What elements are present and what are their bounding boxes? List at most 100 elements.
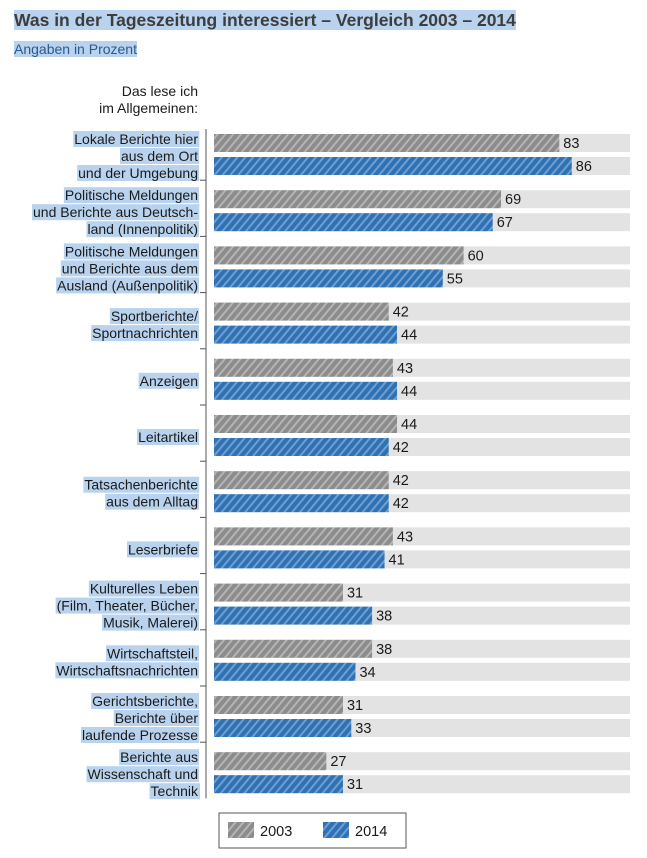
category-label-highlight bbox=[109, 308, 200, 325]
category-label-highlight bbox=[55, 662, 199, 679]
category-label-highlight bbox=[119, 749, 199, 766]
data-label-2014: 31 bbox=[347, 777, 363, 793]
column-header-line-1: Das lese ich bbox=[121, 83, 198, 99]
data-label-2003: 31 bbox=[347, 698, 363, 714]
category-label: Kulturelles Leben bbox=[90, 581, 198, 597]
data-label-2014: 42 bbox=[393, 440, 409, 456]
category-label: Wissenschaft und bbox=[88, 766, 199, 782]
bar-2003 bbox=[214, 134, 560, 152]
bars-layer bbox=[214, 134, 630, 794]
data-label-2014: 38 bbox=[376, 609, 392, 625]
axis-layer bbox=[200, 129, 207, 799]
data-label-2003: 27 bbox=[330, 754, 346, 770]
bar-2003 bbox=[214, 527, 393, 546]
bar-2003 bbox=[214, 246, 464, 265]
bar-2014 bbox=[214, 325, 398, 344]
category-label: Technik bbox=[151, 783, 199, 799]
category-label: land (Innenpolitik) bbox=[87, 221, 198, 237]
bar-2014 bbox=[214, 157, 572, 175]
category-label: aus dem Alltag bbox=[106, 494, 198, 510]
bar-2014 bbox=[214, 606, 373, 625]
category-label-highlight bbox=[63, 243, 199, 260]
category-label: Tatsachenberichte bbox=[84, 477, 198, 493]
category-label: und Berichte aus dem bbox=[62, 260, 198, 276]
legend-label-2003: 2003 bbox=[260, 824, 292, 840]
bar-2003 bbox=[214, 190, 502, 209]
category-label-highlight bbox=[138, 372, 199, 389]
category-label: und Berichte aus Deutsch- bbox=[33, 204, 198, 220]
data-label-2003: 69 bbox=[505, 192, 521, 208]
category-label-highlight bbox=[83, 476, 200, 493]
bar-2003 bbox=[214, 358, 393, 377]
legend-label-2014: 2014 bbox=[355, 824, 387, 840]
category-label: Wirtschaftsnachrichten bbox=[56, 662, 198, 678]
category-label: Sportnachrichten bbox=[92, 325, 198, 341]
category-label-highlight bbox=[73, 131, 200, 147]
data-label-2003: 43 bbox=[397, 361, 413, 377]
category-label: Berichte über bbox=[115, 710, 199, 726]
category-label-highlight bbox=[91, 325, 199, 342]
bar-2014 bbox=[214, 719, 352, 737]
bar-2014 bbox=[214, 213, 493, 232]
category-label-highlight bbox=[105, 493, 199, 510]
data-label-2003: 44 bbox=[401, 417, 417, 433]
bar-2014 bbox=[214, 269, 443, 288]
category-label: aus dem Ort bbox=[121, 148, 198, 164]
category-label-highlight bbox=[91, 693, 199, 709]
category-label-highlight bbox=[149, 783, 200, 800]
category-label: Anzeigen bbox=[140, 373, 198, 389]
category-label-highlight bbox=[63, 187, 199, 204]
chart-title: Was in der Tageszeitung interessiert – V… bbox=[14, 10, 516, 30]
data-label-2003: 42 bbox=[393, 473, 409, 489]
data-label-2003: 83 bbox=[563, 136, 579, 152]
category-label-highlight bbox=[81, 727, 200, 743]
bar-2003 bbox=[214, 639, 373, 658]
data-label-2014: 44 bbox=[401, 328, 417, 344]
data-label-2014: 55 bbox=[447, 271, 463, 287]
category-label: Musik, Malerei) bbox=[103, 615, 198, 631]
legend-swatch-2014 bbox=[323, 822, 349, 838]
category-label-highlight bbox=[119, 148, 200, 164]
category-label: Leitartikel bbox=[138, 429, 198, 445]
category-label: Politische Meldungen bbox=[65, 243, 198, 259]
category-label: laufende Prozesse bbox=[82, 727, 198, 743]
legend: 2003 2014 bbox=[218, 812, 407, 849]
category-label: Berichte aus bbox=[120, 749, 198, 765]
category-label-highlight bbox=[55, 597, 199, 614]
data-label-2003: 43 bbox=[397, 529, 413, 545]
column-header-line-2: im Allgemeinen: bbox=[99, 100, 198, 116]
data-label-2014: 33 bbox=[355, 721, 371, 737]
category-label: Lokale Berichte hier bbox=[74, 131, 198, 147]
category-label-highlight bbox=[56, 277, 199, 294]
category-label-highlight bbox=[105, 645, 199, 662]
data-label-2014: 86 bbox=[576, 159, 592, 175]
data-label-2014: 34 bbox=[359, 665, 375, 681]
category-label-highlight bbox=[88, 580, 199, 597]
category-label: und der Umgebung bbox=[78, 165, 198, 181]
data-label-2003: 31 bbox=[347, 586, 363, 602]
data-label-2014: 67 bbox=[497, 215, 513, 231]
category-label: Gerichtsberichte, bbox=[92, 693, 198, 709]
bar-2003 bbox=[214, 302, 389, 321]
category-label-highlight bbox=[113, 710, 200, 726]
bar-2003 bbox=[214, 471, 389, 490]
bar-2014 bbox=[214, 381, 398, 400]
data-label-2003: 38 bbox=[376, 642, 392, 658]
bar-2014 bbox=[214, 550, 385, 569]
bar-2014 bbox=[214, 494, 389, 513]
legend-swatch-2003 bbox=[228, 822, 254, 838]
bar-2014 bbox=[214, 662, 356, 681]
bar-2014 bbox=[214, 438, 389, 456]
category-label: Politische Meldungen bbox=[65, 187, 198, 203]
bar-2003 bbox=[214, 696, 343, 714]
category-label: (Film, Theater, Bücher, bbox=[57, 598, 198, 614]
category-label-highlight bbox=[32, 204, 200, 221]
data-label-2014: 44 bbox=[401, 384, 417, 400]
category-label-highlight bbox=[77, 165, 199, 181]
data-label-2014: 41 bbox=[389, 552, 405, 568]
category-label-highlight bbox=[126, 541, 200, 558]
chart-subtitle: Angaben in Prozent bbox=[14, 41, 137, 57]
category-label: Wirtschaftsteil, bbox=[107, 645, 198, 661]
bar-2003 bbox=[214, 752, 327, 771]
